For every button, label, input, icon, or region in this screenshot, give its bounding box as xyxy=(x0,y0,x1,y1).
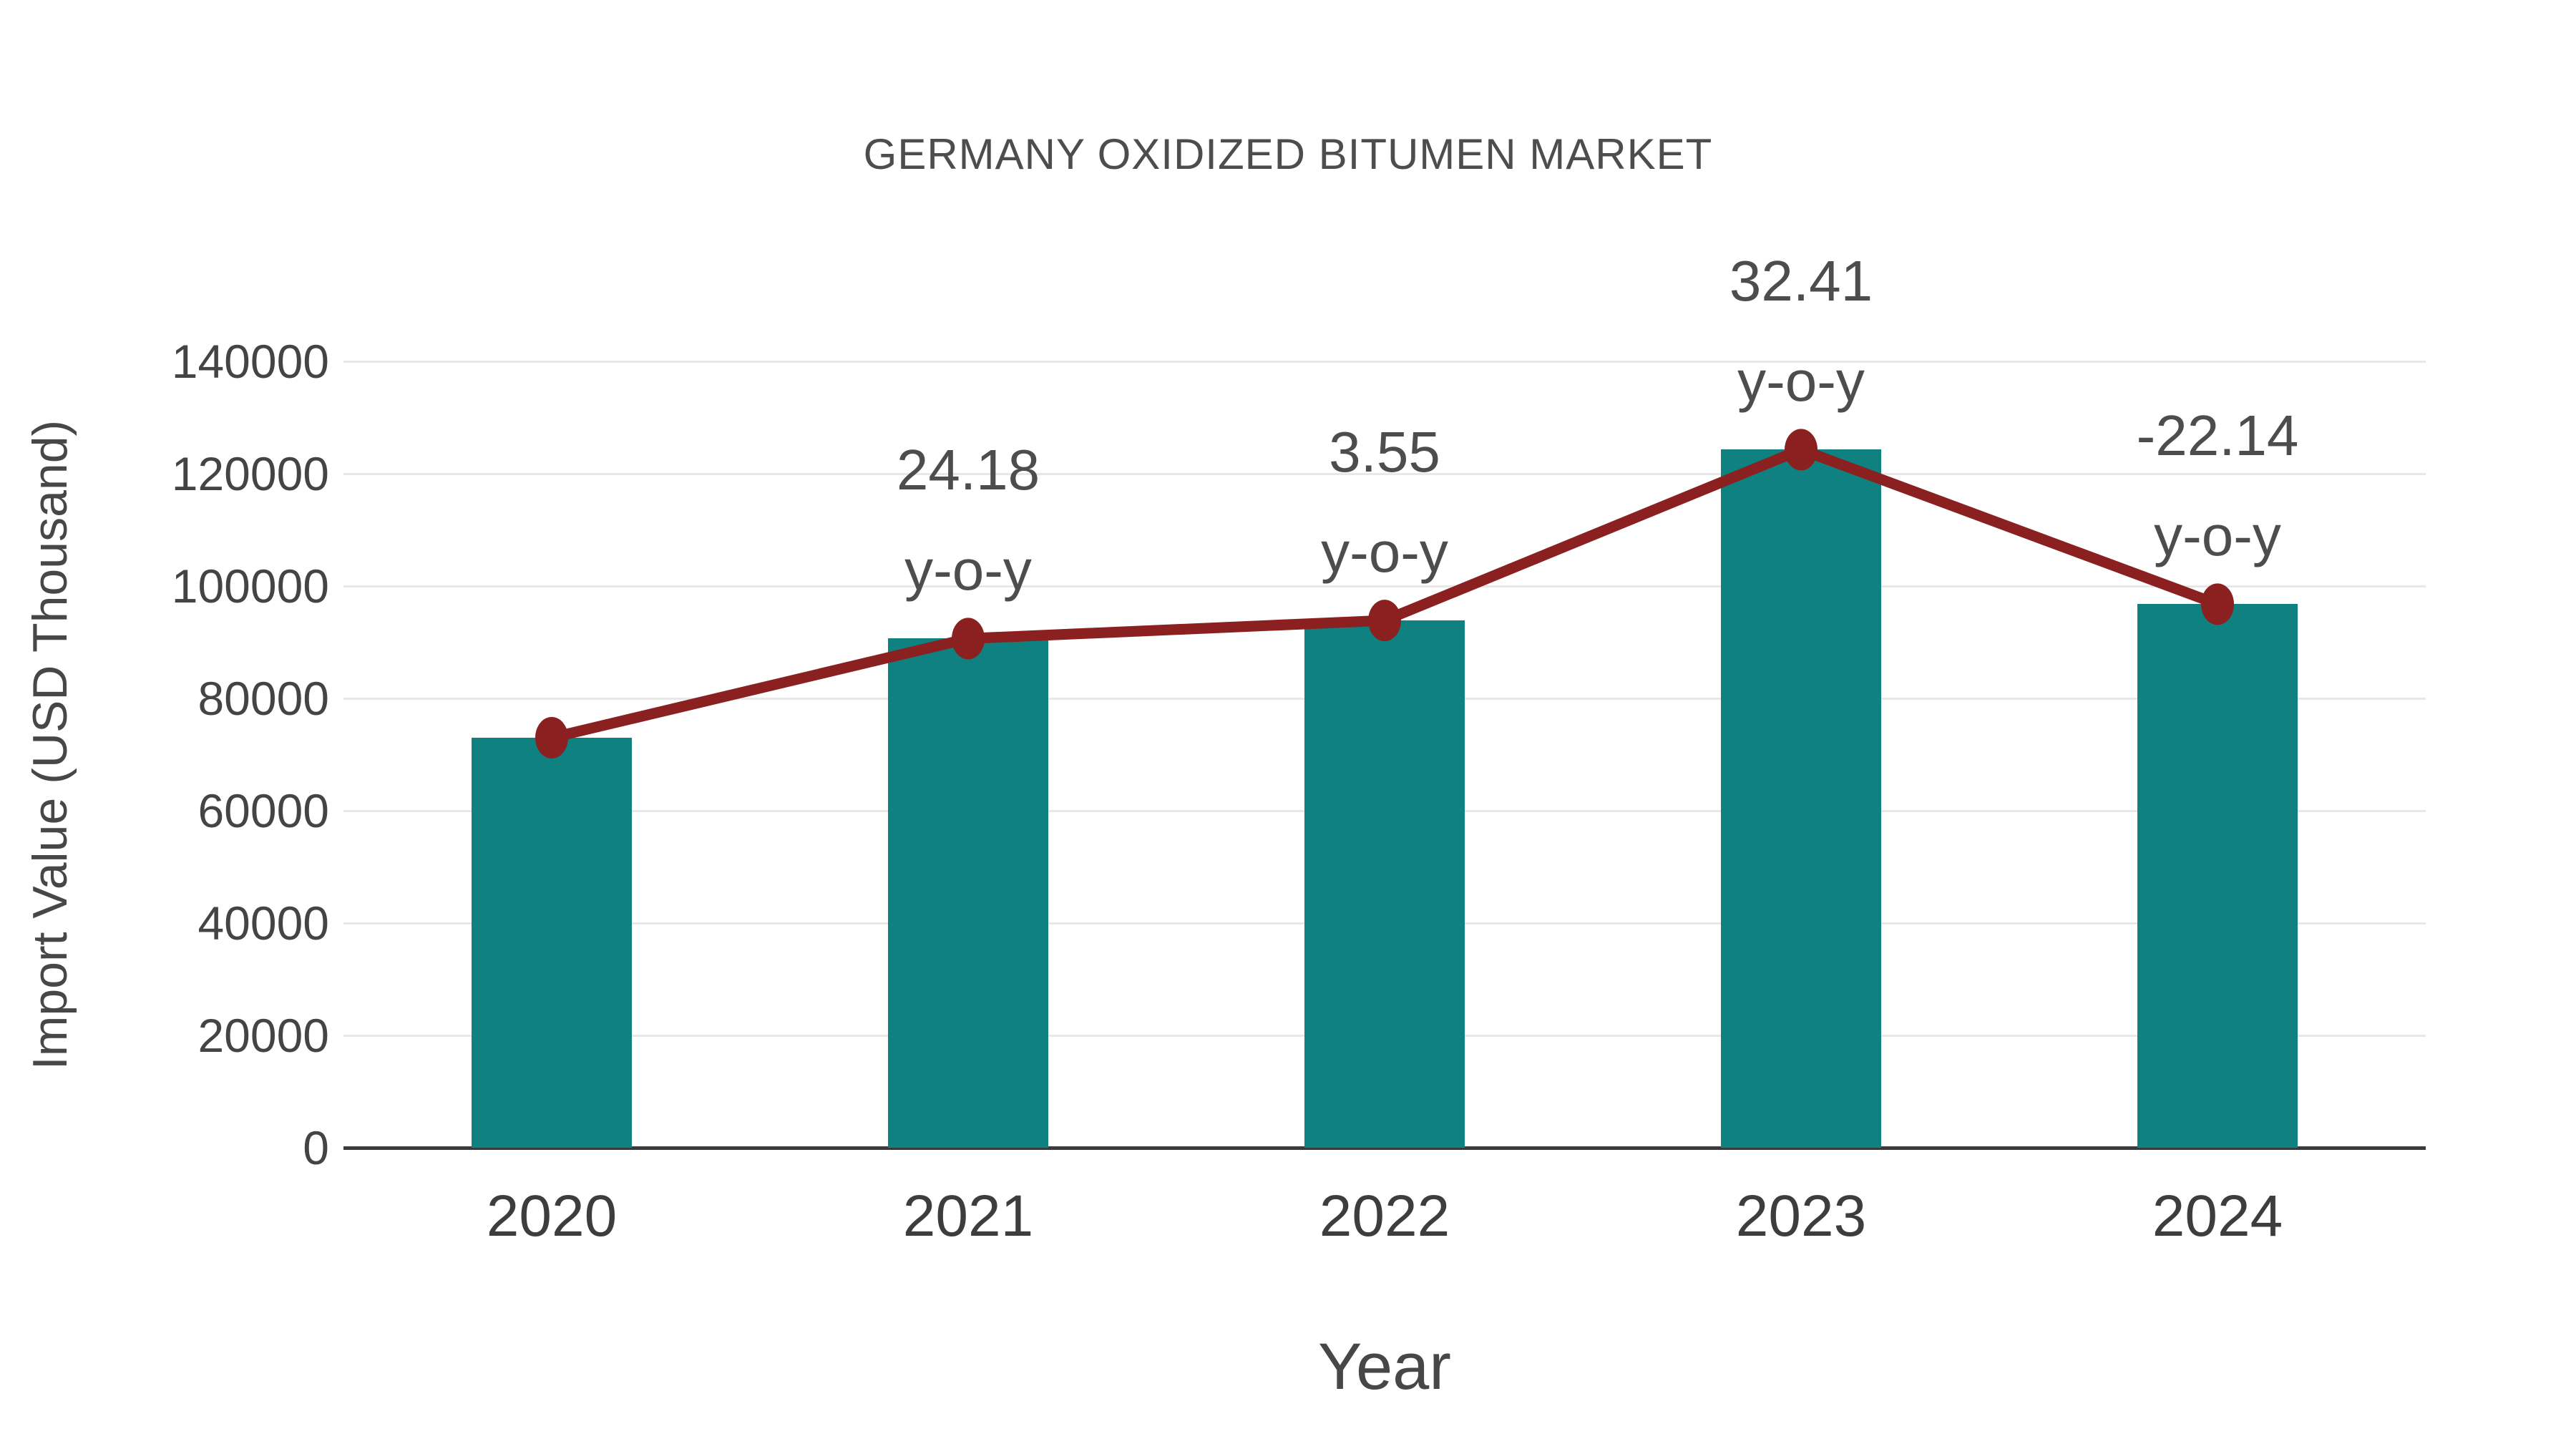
bar-2020 xyxy=(472,737,632,1148)
chart-title: GERMANY OXIDIZED BITUMEN MARKET xyxy=(863,130,1713,178)
data-point-marker-2024 xyxy=(2201,583,2234,625)
y-tick-label: 140000 xyxy=(171,335,329,388)
annotation-2021: 24.18 y-o-y xyxy=(718,420,1219,620)
data-point-marker-2022 xyxy=(1368,600,1401,642)
data-point-marker-2021 xyxy=(952,618,985,660)
y-tick-label: 80000 xyxy=(197,672,329,725)
x-tick-label-2020: 2020 xyxy=(486,1184,618,1249)
bar-2023 xyxy=(1721,449,1881,1148)
x-tick-label-2022: 2022 xyxy=(1319,1184,1450,1249)
annotation-value: 32.41 xyxy=(1729,249,1873,313)
y-tick-label: 120000 xyxy=(171,447,329,500)
x-tick-label-2023: 2023 xyxy=(1735,1184,1867,1249)
y-tick-label: 20000 xyxy=(197,1009,329,1062)
annotation-suffix: y-o-y xyxy=(1737,349,1865,414)
y-tick-label: 0 xyxy=(303,1121,329,1174)
x-axis-line xyxy=(343,1146,2426,1150)
x-tick-label-2024: 2024 xyxy=(2152,1184,2283,1249)
data-point-marker-2023 xyxy=(1785,429,1818,471)
annotation-value: 3.55 xyxy=(1329,420,1440,484)
annotation-2024: -22.14 y-o-y xyxy=(1967,386,2468,586)
bar-2022 xyxy=(1304,620,1465,1148)
gridline-y-140000 xyxy=(343,361,2426,363)
annotation-value: 24.18 xyxy=(896,438,1040,502)
annotation-value: -22.14 xyxy=(2136,404,2299,468)
gridline-y-100000 xyxy=(343,585,2426,587)
y-tick-label: 100000 xyxy=(171,560,329,613)
x-axis-title: Year xyxy=(1318,1330,1451,1403)
bar-2021 xyxy=(888,638,1048,1148)
y-tick-label: 40000 xyxy=(197,897,329,950)
data-point-marker-2020 xyxy=(535,716,568,758)
annotation-suffix: y-o-y xyxy=(1321,520,1448,585)
annotation-suffix: y-o-y xyxy=(2154,504,2281,568)
bar-2024 xyxy=(2137,604,2298,1148)
annotation-2023: 32.41 y-o-y xyxy=(1551,231,2051,431)
y-tick-label: 60000 xyxy=(197,784,329,837)
annotation-2022: 3.55 y-o-y xyxy=(1134,402,1635,602)
annotation-suffix: y-o-y xyxy=(904,538,1032,602)
x-tick-label-2021: 2021 xyxy=(902,1184,1034,1249)
gridline-y-120000 xyxy=(343,473,2426,475)
